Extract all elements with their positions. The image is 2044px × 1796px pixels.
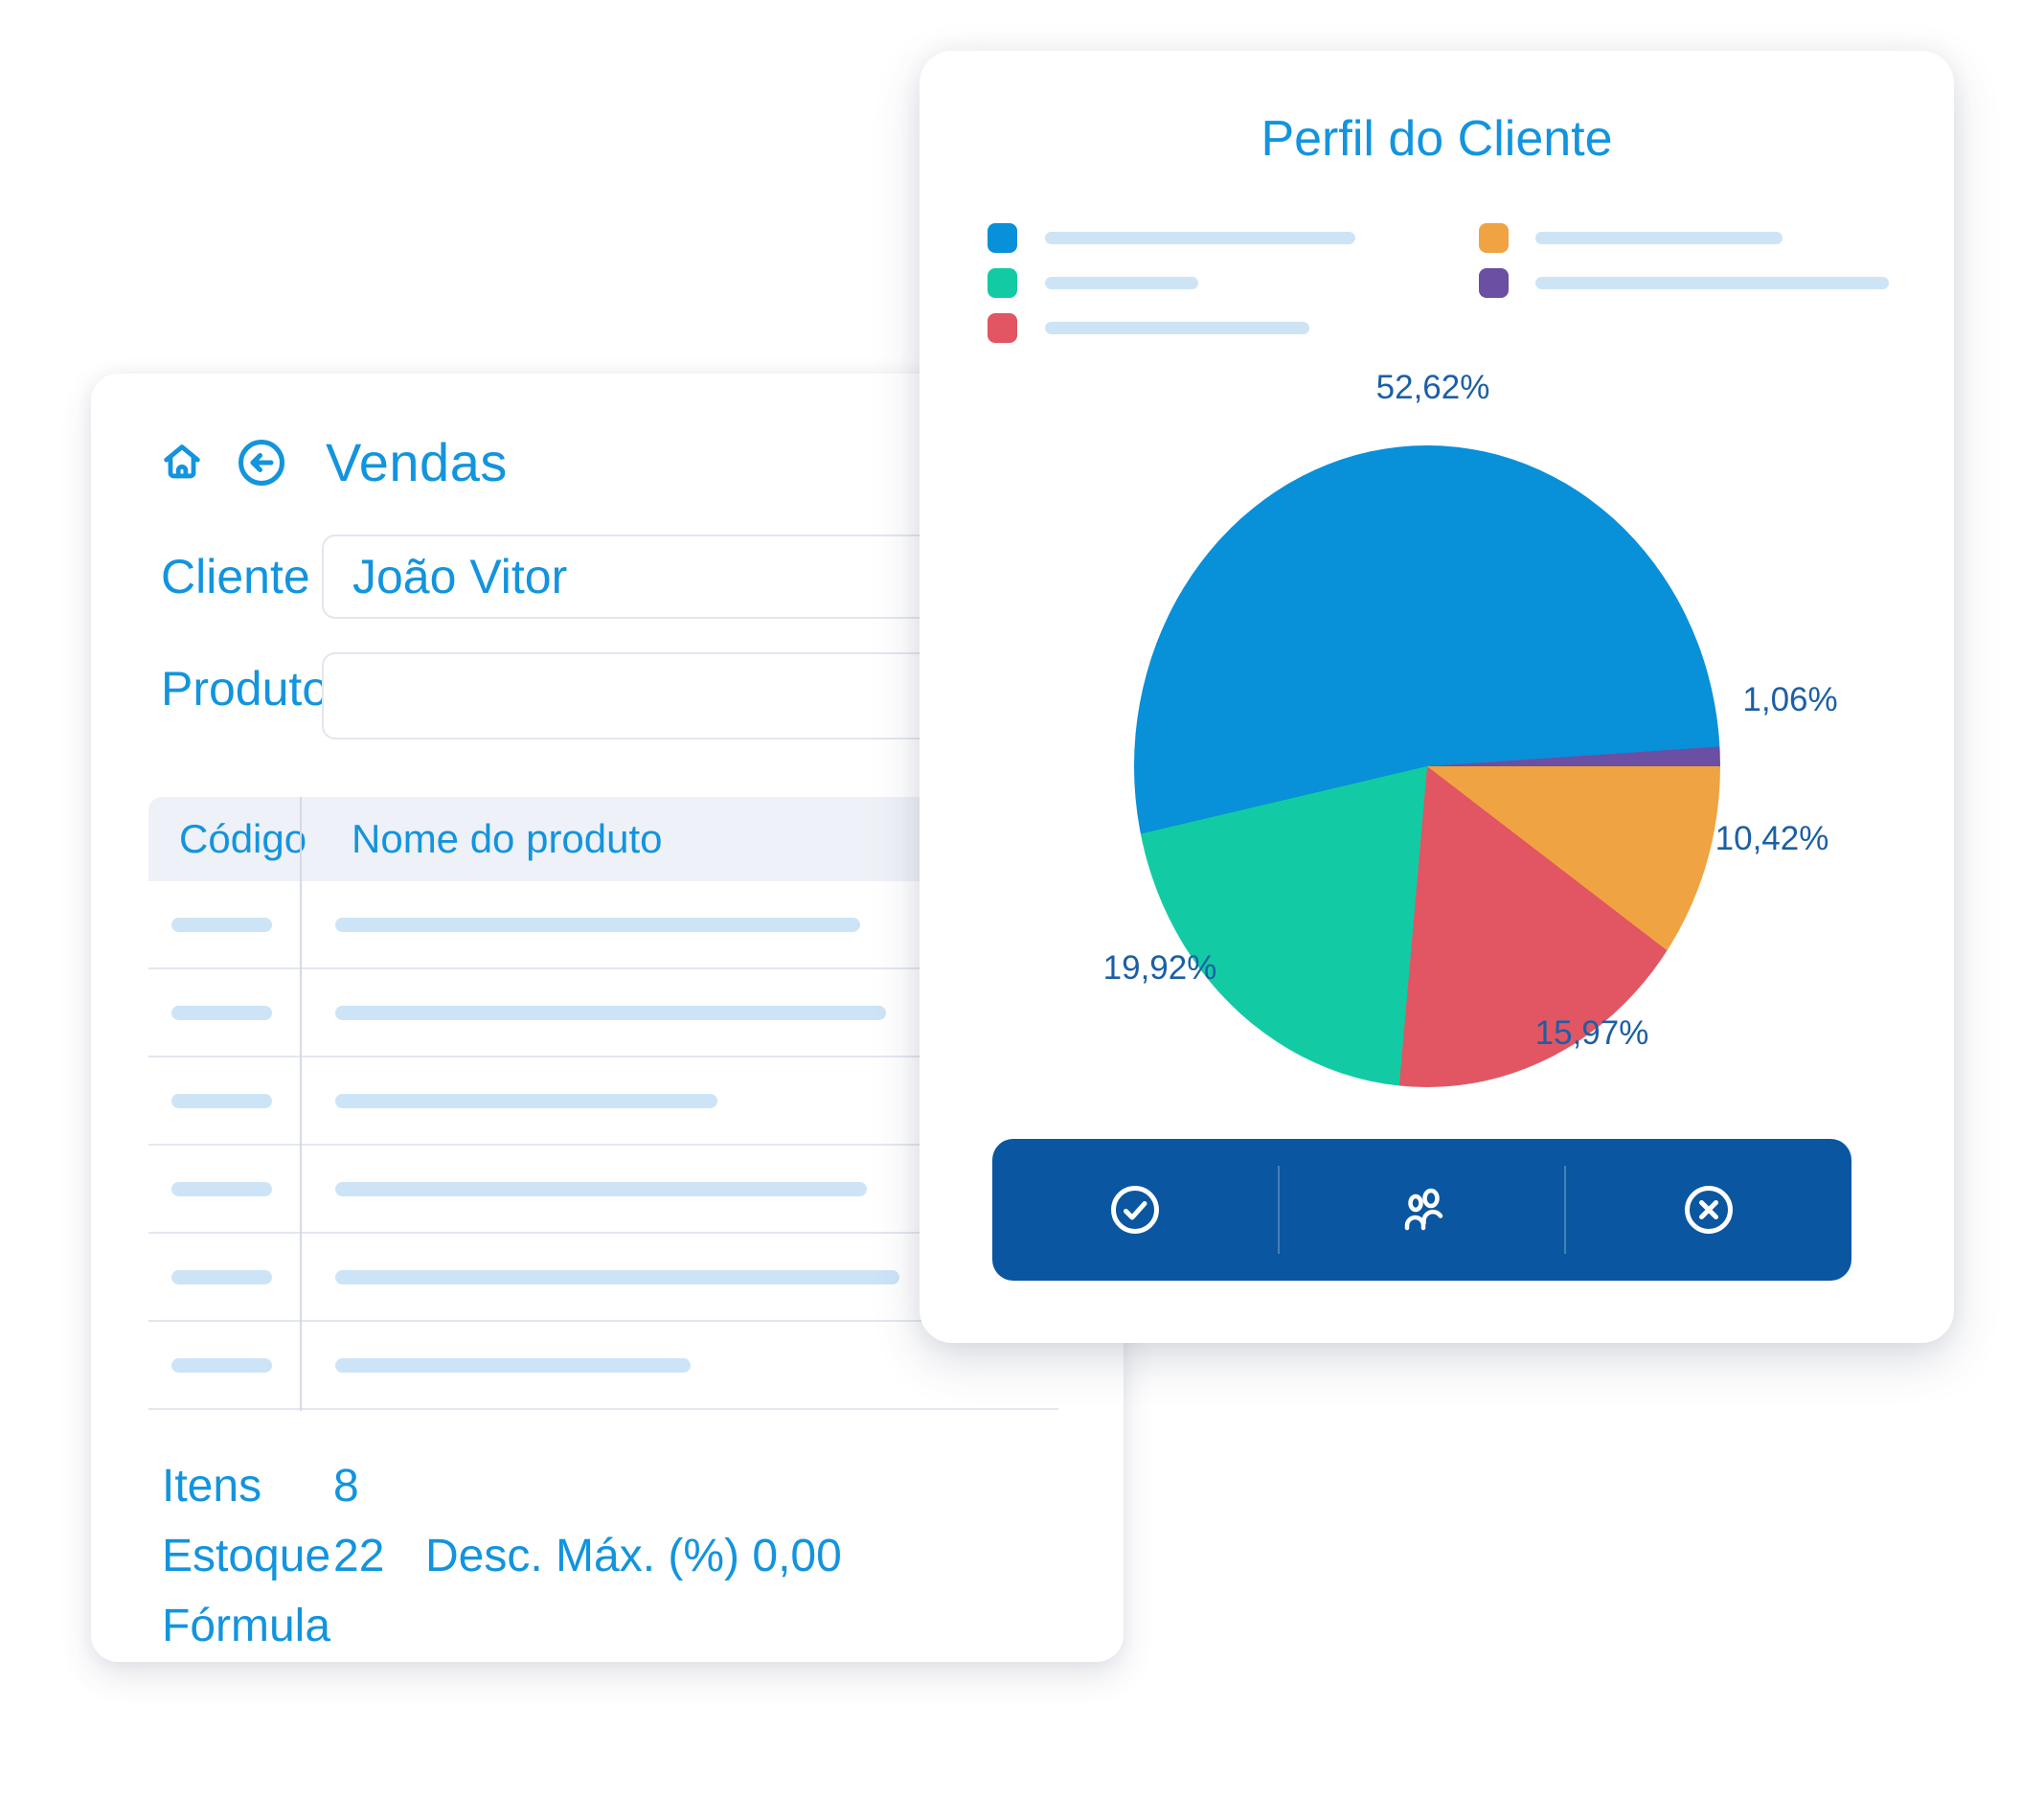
clients-button[interactable]: [1280, 1139, 1565, 1281]
totals-summary: Itens 8 Estoque 22 Desc. Máx. (%) 0,00 F…: [162, 1451, 842, 1661]
home-icon[interactable]: [158, 439, 206, 487]
legend-item: [988, 313, 1309, 343]
formula-label: Fórmula: [162, 1601, 331, 1651]
legend-item: [988, 268, 1198, 298]
legend-label-placeholder: [1045, 322, 1309, 334]
cliente-input[interactable]: [322, 534, 992, 619]
table-row[interactable]: [148, 1146, 1058, 1234]
code-placeholder: [171, 1094, 272, 1108]
bar-divider: [1564, 1166, 1567, 1254]
table-row[interactable]: [148, 881, 1058, 969]
code-placeholder: [171, 1270, 272, 1284]
confirm-button[interactable]: [992, 1139, 1278, 1281]
pie-label-purple: 1,06%: [1742, 681, 1838, 718]
product-name-placeholder: [335, 1182, 867, 1196]
pie-label-blue: 52,62%: [1375, 369, 1490, 406]
pie-chart: [1134, 445, 1720, 1087]
x-circle-icon: [1683, 1184, 1735, 1236]
action-bar: [992, 1139, 1851, 1281]
pie-label-red: 15,97%: [1534, 1014, 1649, 1052]
legend-swatch-purple: [1479, 268, 1509, 298]
legend-label-placeholder: [1535, 277, 1889, 289]
legend-item: [988, 223, 1355, 253]
chart-title: Perfil do Cliente: [1260, 111, 1613, 167]
table-row[interactable]: [148, 1322, 1058, 1410]
legend-swatch-teal: [988, 268, 1017, 298]
table-row[interactable]: [148, 1234, 1058, 1322]
itens-value: 8: [333, 1461, 359, 1512]
code-placeholder: [171, 1182, 272, 1196]
legend-label-placeholder: [1045, 277, 1198, 289]
product-name-placeholder: [335, 1358, 691, 1373]
users-icon: [1395, 1182, 1450, 1238]
cancel-button[interactable]: [1566, 1139, 1851, 1281]
page-title: Vendas: [326, 432, 508, 492]
column-header-nome: Nome do produto: [352, 816, 663, 861]
pie-label-teal: 19,92%: [1102, 949, 1217, 987]
code-placeholder: [171, 1006, 272, 1020]
desc-max-value: 0,00: [752, 1531, 842, 1581]
product-name-placeholder: [335, 1270, 899, 1284]
desc-max-label: Desc. Máx. (%): [425, 1531, 740, 1581]
product-name-placeholder: [335, 918, 860, 932]
cliente-label: Cliente: [161, 550, 310, 603]
column-header-codigo: Código: [179, 816, 307, 861]
legend-label-placeholder: [1045, 232, 1355, 244]
estoque-label: Estoque: [162, 1531, 331, 1581]
legend-item: [1479, 223, 1783, 253]
bar-divider: [1277, 1166, 1280, 1254]
table-row[interactable]: [148, 969, 1058, 1057]
legend-swatch-orange: [1479, 223, 1509, 253]
legend-swatch-red: [988, 313, 1017, 343]
back-button[interactable]: [237, 438, 286, 488]
legend-label-placeholder: [1535, 232, 1783, 244]
legend-item: [1479, 268, 1889, 298]
vendas-header: Vendas: [158, 431, 508, 493]
client-profile-card: Perfil do Cliente 52,62% 1,06% 10,42% 15…: [920, 51, 1954, 1343]
code-placeholder: [171, 918, 272, 932]
code-placeholder: [171, 1358, 272, 1373]
column-divider: [300, 797, 302, 1411]
table-row[interactable]: [148, 1057, 1058, 1146]
produto-input[interactable]: [322, 652, 992, 739]
itens-label: Itens: [162, 1461, 262, 1512]
estoque-value: 22: [333, 1531, 385, 1581]
pie-label-orange: 10,42%: [1715, 820, 1829, 857]
products-table: Código Nome do produto: [148, 797, 1058, 1411]
legend-swatch-blue: [988, 223, 1017, 253]
check-circle-icon: [1109, 1184, 1161, 1236]
produto-label: Produto: [161, 662, 329, 716]
product-name-placeholder: [335, 1006, 886, 1020]
product-name-placeholder: [335, 1094, 717, 1108]
